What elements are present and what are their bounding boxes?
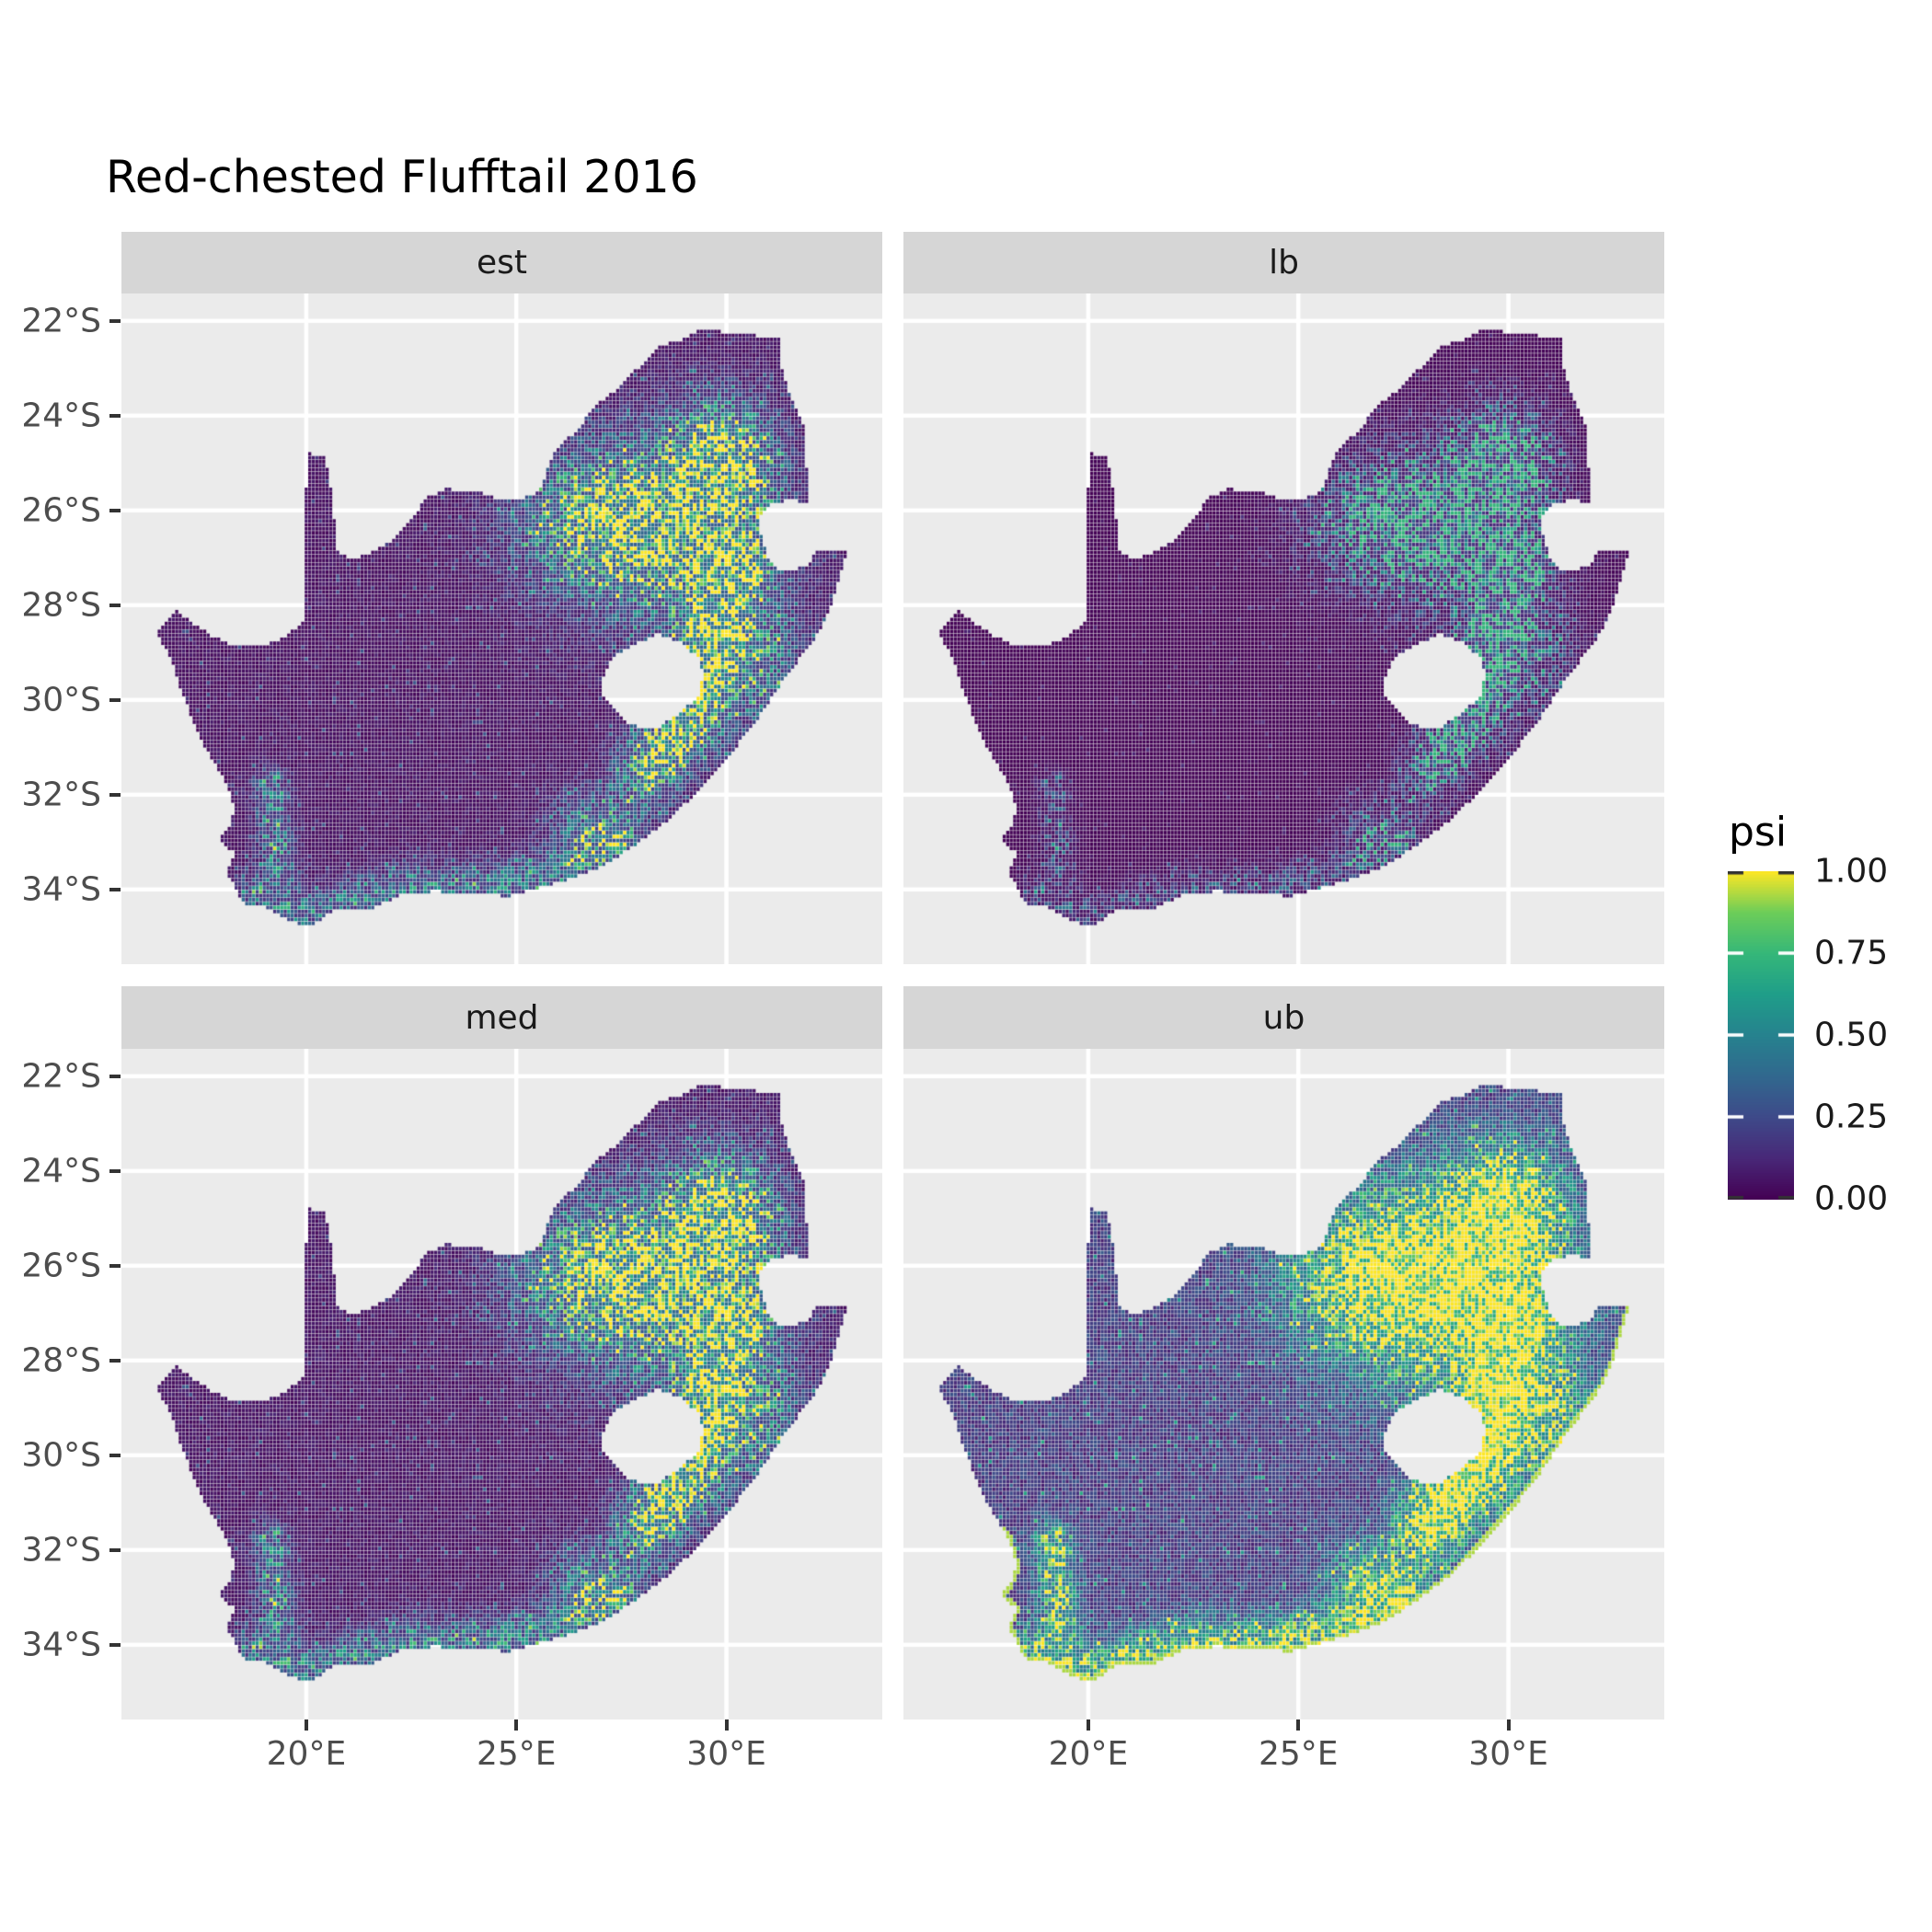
y-axis-tick	[109, 1642, 121, 1647]
legend-tick-label: 0.75	[1814, 934, 1889, 972]
y-axis-tick-label: 28°S	[21, 1341, 101, 1380]
y-axis-tick	[109, 1263, 121, 1268]
y-axis-tick-label: 30°S	[21, 681, 101, 719]
y-axis-tick-label: 26°S	[21, 491, 101, 530]
facet-strip-label-ub: ub	[1262, 998, 1305, 1037]
facet-panel-lb	[903, 293, 1664, 964]
y-axis-tick	[109, 1547, 121, 1552]
y-axis-tick-label: 32°S	[21, 776, 101, 814]
facet-panel-med	[121, 1049, 882, 1719]
facet-panel-ub	[903, 1049, 1664, 1719]
x-axis-tick-label: 25°E	[476, 1735, 557, 1773]
y-axis-tick	[109, 413, 121, 418]
y-axis-tick-label: 30°S	[21, 1436, 101, 1475]
y-axis-tick-label: 34°S	[21, 870, 101, 909]
y-axis-tick-label: 24°S	[21, 397, 101, 435]
legend-tick-label: 0.25	[1814, 1098, 1889, 1136]
x-axis-tick-label: 25°E	[1258, 1735, 1339, 1773]
plot-title: Red-chested Flufftail 2016	[106, 151, 698, 203]
y-axis-tick	[109, 1358, 121, 1363]
facet-strip-label-med: med	[465, 998, 539, 1037]
y-axis-tick-label: 34°S	[21, 1626, 101, 1664]
y-axis-tick-label: 22°S	[21, 302, 101, 340]
facet-strip-label-est: est	[476, 244, 528, 282]
y-axis-tick	[109, 508, 121, 512]
x-axis-tick-label: 30°E	[686, 1735, 766, 1773]
y-axis-tick	[109, 1074, 121, 1078]
y-axis-tick-label: 24°S	[21, 1152, 101, 1190]
legend-tick-label: 0.50	[1814, 1016, 1889, 1054]
legend-tick-label: 0.00	[1814, 1179, 1889, 1218]
y-axis-tick	[109, 792, 121, 797]
facet-panel-est	[121, 293, 882, 964]
facet-strip-med: med	[121, 986, 882, 1049]
legend-tick-label: 1.00	[1814, 852, 1889, 891]
y-axis-tick-label: 28°S	[21, 586, 101, 625]
y-axis-tick	[109, 1168, 121, 1173]
x-axis-tick	[1506, 1719, 1511, 1731]
facet-strip-est: est	[121, 232, 882, 293]
x-axis-tick	[514, 1719, 519, 1731]
y-axis-tick	[109, 887, 121, 891]
facet-strip-ub: ub	[903, 986, 1664, 1049]
legend-title: psi	[1729, 809, 1788, 856]
x-axis-tick-label: 30°E	[1468, 1735, 1548, 1773]
x-axis-tick	[304, 1719, 308, 1731]
y-axis-tick	[109, 318, 121, 323]
facet-strip-label-lb: lb	[1269, 244, 1299, 282]
y-axis-tick-label: 26°S	[21, 1247, 101, 1285]
y-axis-tick-label: 32°S	[21, 1531, 101, 1570]
x-axis-tick	[1296, 1719, 1301, 1731]
y-axis-tick	[109, 1453, 121, 1457]
x-axis-tick	[724, 1719, 729, 1731]
x-axis-tick-label: 20°E	[1048, 1735, 1129, 1773]
y-axis-tick-label: 22°S	[21, 1057, 101, 1096]
legend-colorbar	[1728, 871, 1794, 1200]
x-axis-tick-label: 20°E	[266, 1735, 347, 1773]
x-axis-tick	[1086, 1719, 1090, 1731]
y-axis-tick	[109, 603, 121, 607]
facet-strip-lb: lb	[903, 232, 1664, 293]
y-axis-tick	[109, 697, 121, 702]
